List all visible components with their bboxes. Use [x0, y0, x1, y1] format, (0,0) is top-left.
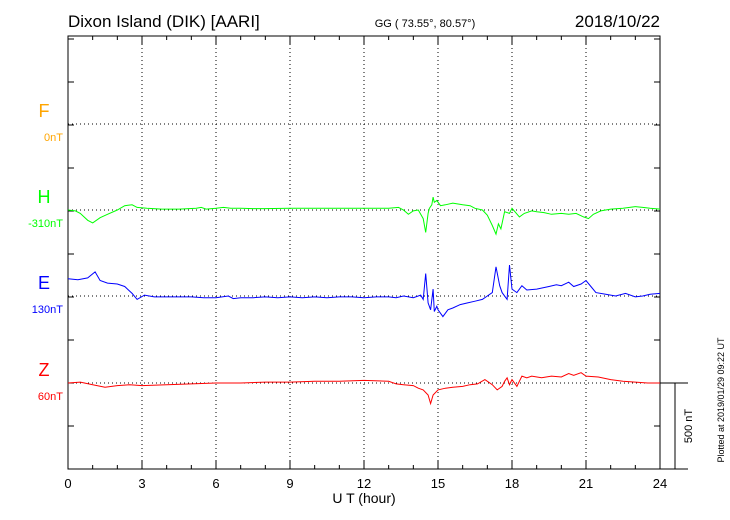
channel-label-e: E	[38, 273, 50, 293]
station-title: Dixon Island (DIK) [AARI]	[68, 12, 260, 31]
channel-baseline-h: -310nT	[28, 218, 63, 230]
plotted-timestamp: Plotted at 2019/01/29 09:22 UT	[716, 337, 726, 463]
channel-baseline-e: 130nT	[32, 304, 63, 316]
x-tick-label: 18	[505, 476, 519, 491]
channel-baseline-f: 0nT	[44, 132, 63, 144]
trace-z	[67, 372, 660, 406]
axis-ticks: 0 3 6 9 12 15 18 21 24	[64, 36, 667, 491]
channel-baseline-z: 60nT	[38, 391, 63, 403]
channel-labels: F 0nT H -310nT E 130nT Z 60nT	[28, 101, 63, 403]
x-tick-label: 9	[286, 476, 293, 491]
trace-h	[67, 196, 661, 236]
channel-label-h: H	[38, 187, 51, 207]
x-tick-label: 12	[357, 476, 371, 491]
x-tick-label: 24	[653, 476, 667, 491]
station-coordinates: GG ( 73.55°, 80.57°)	[375, 18, 476, 30]
channel-label-f: F	[39, 101, 50, 121]
x-axis-label: U T (hour)	[332, 490, 395, 506]
trace-e	[67, 264, 661, 318]
trace-lines	[67, 196, 661, 406]
x-tick-label: 15	[431, 476, 445, 491]
scale-bar-label: 500 nT	[683, 409, 695, 444]
x-tick-label: 3	[138, 476, 145, 491]
plot-date: 2018/10/22	[575, 12, 660, 31]
x-tick-label: 6	[212, 476, 219, 491]
gridlines	[68, 36, 660, 469]
channel-label-z: Z	[39, 360, 50, 380]
x-tick-label: 21	[579, 476, 593, 491]
x-tick-label: 0	[64, 476, 71, 491]
